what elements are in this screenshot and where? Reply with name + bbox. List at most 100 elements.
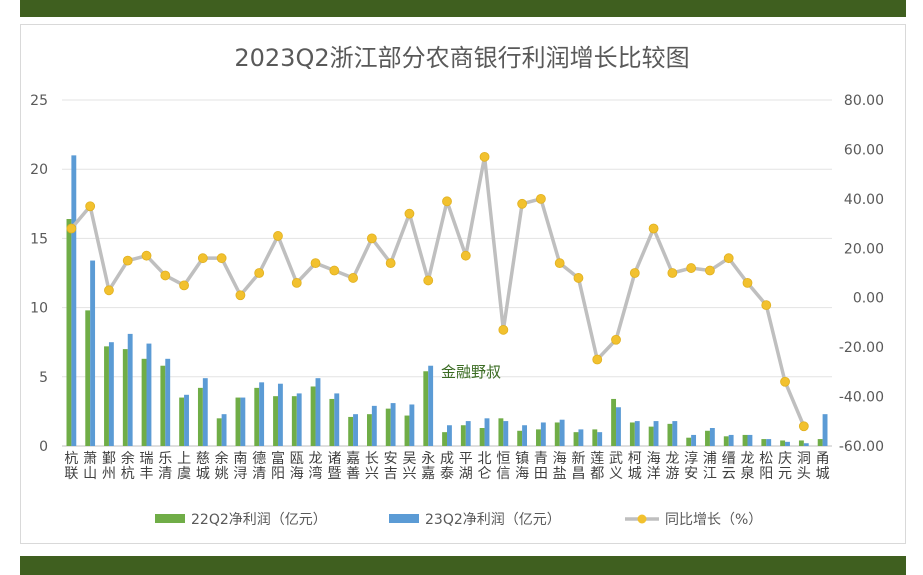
growth-point [197, 253, 208, 264]
bar [672, 421, 678, 446]
growth-point [798, 421, 809, 432]
bar [667, 423, 673, 446]
category-label: 平湖 [459, 451, 473, 482]
bar [761, 439, 767, 446]
bar [578, 429, 584, 446]
category-label: 龙游 [665, 451, 679, 482]
gridlines [62, 99, 832, 378]
category-label: 长兴 [365, 451, 379, 482]
bar [353, 414, 358, 446]
bar [221, 414, 227, 446]
growth-point [366, 233, 377, 244]
growth-point [592, 354, 603, 365]
bar [517, 430, 523, 446]
bar [611, 398, 617, 446]
bottom-banner [20, 556, 906, 575]
bar [371, 405, 377, 446]
growth-polyline [70, 155, 806, 427]
category-label: 洞头 [797, 451, 811, 482]
bar [240, 397, 246, 446]
bar [616, 407, 621, 446]
category-label: 缙云 [722, 451, 736, 482]
growth-point [780, 376, 790, 387]
bar [503, 421, 509, 446]
right-tick-label: 80.00 [844, 93, 884, 109]
bar [653, 421, 659, 446]
legend: 22Q2净利润（亿元） 23Q2净利润（亿元） 同比增长（%） [155, 512, 762, 528]
growth-point [385, 258, 396, 269]
left-axis-ticks: 0 5 10 15 20 25 [30, 93, 48, 455]
bar [160, 365, 166, 446]
bar [404, 415, 410, 446]
bar [766, 439, 772, 446]
category-label: 海盐 [553, 451, 567, 482]
growth-line [66, 151, 809, 432]
bar [728, 434, 734, 446]
bar [484, 418, 490, 446]
bar [348, 416, 354, 446]
legend-item: 同比增长（%） [625, 512, 762, 528]
bar [197, 387, 203, 446]
bar [310, 386, 316, 446]
bar [522, 425, 528, 446]
category-label: 富阳 [271, 450, 285, 482]
bar [742, 434, 748, 446]
growth-point [348, 273, 358, 283]
growth-point [329, 265, 340, 276]
growth-point [686, 263, 697, 273]
chart-title: 2023Q2浙江部分农商银行利润增长比较图 [234, 44, 689, 72]
category-label: 武义 [609, 451, 623, 482]
bar [428, 365, 434, 446]
bar [165, 358, 171, 446]
bar [648, 426, 654, 446]
bar [498, 418, 504, 446]
bar [465, 421, 471, 446]
bar [85, 310, 91, 446]
growth-point [761, 300, 772, 311]
category-label: 淳安 [684, 450, 698, 482]
watermark-annotation: 金融野叔 [441, 363, 501, 381]
category-label: 鄞州 [102, 451, 116, 482]
bar [146, 343, 152, 446]
bar [629, 422, 635, 446]
growth-point [160, 270, 171, 281]
category-label: 莲都 [590, 451, 604, 482]
category-label: 萧山 [83, 451, 97, 482]
left-tick-label: 5 [39, 370, 48, 386]
growth-point [310, 258, 321, 269]
growth-point [498, 324, 509, 335]
right-tick-label: 20.00 [844, 241, 884, 257]
category-labels: 杭联萧山鄞州余杭瑞丰乐清上虞慈城余姚南浔德清富阳瓯海龙湾诸暨嘉善长兴安吉吴兴永嘉… [64, 450, 829, 482]
right-tick-label: -60.00 [839, 439, 884, 455]
left-tick-label: 15 [30, 231, 48, 247]
left-tick-label: 0 [39, 439, 48, 455]
bar [66, 219, 72, 446]
category-label: 乐清 [158, 451, 172, 482]
top-banner [20, 0, 906, 17]
bar [686, 437, 692, 446]
bar [90, 260, 96, 446]
bar [315, 378, 321, 446]
bar [291, 396, 297, 446]
category-label: 浦江 [703, 451, 717, 482]
right-tick-label: 40.00 [844, 192, 884, 208]
legend-item: 22Q2净利润（亿元） [155, 512, 327, 528]
right-tick-label: 60.00 [844, 142, 884, 158]
bar [366, 414, 372, 446]
category-label: 杭联 [64, 451, 78, 482]
bar [460, 425, 466, 446]
bar [592, 429, 598, 446]
category-label: 南浔 [233, 451, 247, 482]
category-label: 镇海 [515, 451, 529, 482]
growth-point [648, 223, 659, 234]
bar [442, 432, 447, 446]
category-label: 吴兴 [402, 451, 416, 482]
growth-point [742, 277, 753, 288]
bar [273, 396, 278, 446]
left-tick-label: 10 [30, 301, 48, 317]
bar [184, 394, 189, 446]
bar [554, 422, 560, 446]
bar [122, 349, 128, 446]
bar [634, 421, 640, 446]
